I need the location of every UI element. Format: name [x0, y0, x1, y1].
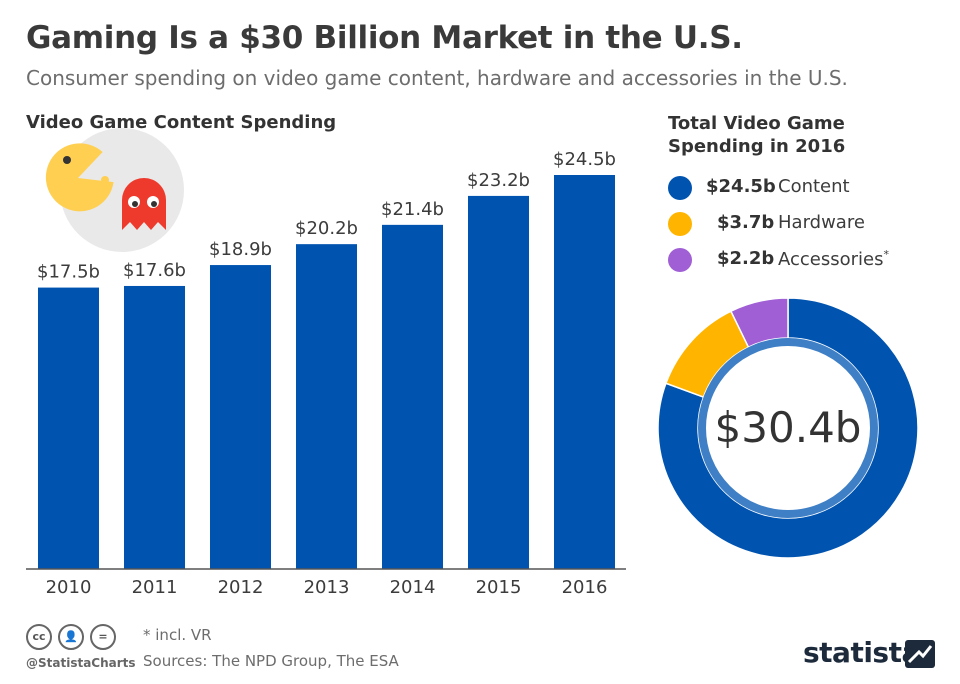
- bar-2011: [124, 285, 185, 569]
- bar-2014: [382, 224, 443, 569]
- bar-value-label-2013: $20.2b: [295, 218, 358, 239]
- bar-value-label-2010: $17.5b: [37, 262, 100, 283]
- donut-chart-title: Total Video Game Spending in 2016: [668, 113, 846, 157]
- bar-2015: [468, 195, 529, 569]
- donut-inner-ring: [698, 338, 878, 518]
- x-tick-label-2015: 2015: [476, 577, 522, 598]
- legend-label-accessories-text: Accessories: [778, 249, 884, 270]
- legend-value-accessories: $2.2b: [717, 248, 775, 269]
- statista-logo[interactable]: statista: [803, 636, 920, 669]
- bars-layer: $17.5b 2010 $17.6b 2011 $18.9b 2012 $20.2b 2013…: [37, 149, 616, 598]
- x-tick-label-2016: 2016: [562, 577, 608, 598]
- license-icons: cc 👤 =: [26, 624, 122, 650]
- x-tick-label-2013: 2013: [304, 577, 350, 598]
- bar-2010: [38, 287, 99, 569]
- chart-title: Gaming Is a $30 Billion Market in the U.…: [26, 20, 743, 56]
- legend-label-hardware: Hardware: [778, 212, 865, 233]
- bar-value-label-2016: $24.5b: [553, 149, 616, 170]
- bar-2016: [554, 175, 615, 569]
- bar-chart-title: Video Game Content Spending: [26, 112, 337, 133]
- chart-subtitle: Consumer spending on video game content,…: [26, 66, 848, 90]
- bar-value-label-2012: $18.9b: [209, 239, 272, 260]
- x-tick-label-2014: 2014: [390, 577, 436, 598]
- donut-chart: $30.4b: [657, 297, 919, 559]
- by-icon: 👤: [58, 624, 84, 650]
- x-tick-label-2010: 2010: [46, 577, 92, 598]
- x-tick-label-2011: 2011: [132, 577, 178, 598]
- legend-label-content: Content: [778, 176, 850, 197]
- bar-chart: $17.5b 2010 $17.6b 2011 $18.9b 2012 $20.2b 2013…: [26, 128, 626, 598]
- legend-dot-accessories: [668, 248, 692, 272]
- bar-value-label-2011: $17.6b: [123, 260, 186, 281]
- legend-value-content: $24.5b: [706, 176, 776, 197]
- bar-value-label-2014: $21.4b: [381, 199, 444, 220]
- legend-dot-hardware: [668, 212, 692, 236]
- pacman-illustration: [45, 128, 184, 252]
- accessories-footnote-mark: *: [883, 248, 890, 261]
- bar-value-label-2015: $23.2b: [467, 170, 530, 191]
- footer-note: * incl. VR: [143, 626, 212, 644]
- cc-icon: cc: [26, 624, 52, 650]
- donut-total-label: $30.4b: [715, 403, 862, 452]
- ghost-icon: [122, 178, 166, 230]
- statista-logo-mark-icon: [905, 640, 935, 668]
- ghost-pupil-right-icon: [151, 201, 157, 207]
- legend-label-accessories: Accessories*: [778, 248, 889, 270]
- pacman-icon: [45, 143, 114, 212]
- bar-2012: [210, 265, 271, 569]
- legend-value-hardware: $3.7b: [717, 212, 775, 233]
- legend-dot-content: [668, 176, 692, 200]
- pacman-eye-icon: [63, 156, 71, 164]
- x-tick-label-2012: 2012: [218, 577, 264, 598]
- footer-sources: Sources: The NPD Group, The ESA: [143, 652, 399, 670]
- ghost-pupil-left-icon: [132, 201, 138, 207]
- donut-slice-hardware: [664, 310, 750, 398]
- donut-layer: [657, 297, 919, 559]
- footer-handle[interactable]: @StatistaCharts: [26, 656, 136, 670]
- bar-2013: [296, 244, 357, 570]
- nd-icon: =: [90, 624, 116, 650]
- pellet-icon: [101, 176, 109, 184]
